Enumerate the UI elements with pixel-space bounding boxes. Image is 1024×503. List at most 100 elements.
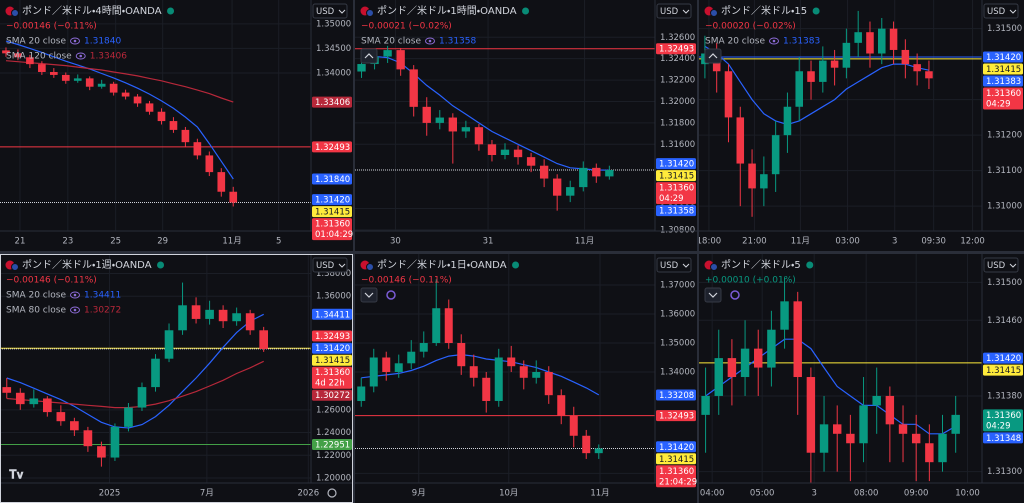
price-tag-label: 1.31420 <box>315 344 350 354</box>
indicator-name[interactable]: SMA 20 close <box>6 291 66 301</box>
expand-button[interactable] <box>360 287 378 303</box>
market-status-dot <box>167 7 175 15</box>
indicator-icon[interactable] <box>386 290 396 300</box>
y-tick-label: 1.31000 <box>987 202 1022 212</box>
indicator-name[interactable]: SMA 20 close <box>6 37 66 47</box>
price-tag-label: 1.31415 <box>315 356 350 366</box>
candle-body <box>435 117 444 123</box>
sma-line <box>704 45 930 126</box>
candle-body <box>854 32 862 43</box>
candle-body <box>553 178 562 196</box>
indicator-name[interactable]: SMA 120 close <box>6 52 72 62</box>
candle-body <box>218 309 228 322</box>
candle-body <box>217 172 226 192</box>
chart-title: ポンド／米ドル・5 <box>721 258 801 271</box>
currency-button[interactable] <box>983 257 1019 273</box>
currency-button[interactable] <box>656 257 692 273</box>
candle-body <box>482 377 491 401</box>
x-tick-label: 3 <box>811 489 816 499</box>
candle-body <box>15 392 25 405</box>
candle-body <box>42 398 52 413</box>
price-tag <box>312 194 352 206</box>
price-tag-label: 1.31360 <box>659 467 694 477</box>
indicator-icon[interactable] <box>730 290 740 300</box>
chart-panel[interactable]: 1.370001.360001.350001.340001.305009月10月… <box>355 254 697 503</box>
currency-label: USD <box>316 7 335 17</box>
y-tick-label: 1.31500 <box>987 278 1022 288</box>
collapse-button[interactable] <box>704 48 722 64</box>
y-tick-label: 1.31800 <box>660 118 695 128</box>
price-tag-label: 1.31348 <box>986 434 1021 444</box>
price-tag-label: 1.31360 <box>986 89 1021 99</box>
indicator-value: 1.33406 <box>90 52 127 62</box>
visibility-icon[interactable] <box>769 37 779 45</box>
visibility-icon[interactable] <box>70 291 80 299</box>
currency-button[interactable] <box>656 3 692 19</box>
candle-body <box>872 395 881 406</box>
candle-body <box>767 329 776 368</box>
y-tick-label: 1.35000 <box>660 339 695 349</box>
settings-icon[interactable] <box>327 488 337 498</box>
price-tag <box>656 453 696 465</box>
y-tick-label: 1.22000 <box>316 451 351 461</box>
candle-body <box>245 313 255 331</box>
y-tick-label: 1.34000 <box>316 68 351 78</box>
price-tag <box>312 389 352 401</box>
y-tick-label: 1.31380 <box>987 391 1022 401</box>
candle-body <box>85 78 94 87</box>
candle-body <box>579 167 588 188</box>
candle-body <box>205 155 214 173</box>
currency-button[interactable] <box>983 3 1019 19</box>
candle-body <box>911 433 921 444</box>
y-tick-label: 1.31300 <box>987 467 1022 477</box>
candle-body <box>832 424 842 434</box>
price-tag <box>656 389 696 401</box>
panel-background <box>355 0 697 251</box>
x-tick-label: 25 <box>110 237 121 247</box>
candle-body <box>740 348 750 378</box>
collapse-button[interactable] <box>360 48 378 64</box>
price-tag <box>312 96 352 108</box>
y-tick-label: 1.24000 <box>316 428 351 438</box>
currency-button[interactable] <box>312 3 348 19</box>
chart-panel[interactable]: 1.38000 1.36000 1.26000 1.24000 1.22000 1.200… <box>0 254 353 503</box>
dropdown-icon <box>338 9 346 14</box>
candle-body <box>513 149 523 158</box>
chart-panel[interactable]: 1.32600 1.32400 1.32200 1.32000 1.31800 1.316… <box>355 0 697 251</box>
candle-body <box>885 395 895 425</box>
x-tick-label: 03:00 <box>835 237 860 247</box>
expand-button[interactable] <box>704 287 722 303</box>
candle-body <box>407 351 416 364</box>
candle-body <box>901 49 910 65</box>
x-tick-label: 2025 <box>99 489 121 499</box>
visibility-icon[interactable] <box>425 37 435 45</box>
candle-body <box>566 187 575 196</box>
symbol-flag <box>710 263 718 271</box>
candle-body <box>369 357 378 387</box>
x-tick-label: 11月 <box>575 237 594 247</box>
price-tag-label: 1.31415 <box>315 208 350 218</box>
candle-body <box>842 42 851 68</box>
x-tick-label: 21 <box>15 237 26 247</box>
price-tag-label: 1.31415 <box>659 455 694 465</box>
candle-body <box>780 301 789 330</box>
candle-body <box>830 60 839 68</box>
visibility-icon[interactable] <box>75 52 86 60</box>
indicator-name[interactable]: SMA 20 close <box>361 37 421 47</box>
candle-body <box>97 446 106 458</box>
indicator-name[interactable]: SMA 80 close <box>6 306 66 316</box>
visibility-icon[interactable] <box>70 37 80 45</box>
visibility-icon[interactable] <box>70 306 80 314</box>
collapse-icon <box>364 53 374 59</box>
x-tick-label: 5 <box>276 237 281 247</box>
candle-body <box>754 348 763 368</box>
currency-button[interactable] <box>312 257 348 273</box>
x-tick-label: 12:00 <box>960 237 985 247</box>
candle-body <box>49 71 58 75</box>
chart-panel[interactable]: 1.35000 1.34500 1.34000 21 23 25 29 11月 5 1.33406… <box>0 0 353 251</box>
indicator-name[interactable]: SMA 20 close <box>705 37 765 47</box>
symbol-flag <box>11 9 19 17</box>
price-tag-label: 1.31360 <box>315 368 350 378</box>
chart-panel[interactable]: 1.315001.313001.312001.311001.3100018:00… <box>697 0 1024 251</box>
chart-panel[interactable]: 1.31500 1.31460 1.31380 1.31300 04:00 05:00 3 0… <box>699 254 1024 503</box>
